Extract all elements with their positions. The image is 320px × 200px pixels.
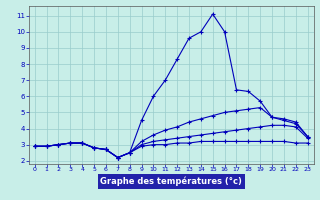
X-axis label: Graphe des températures (°c): Graphe des températures (°c) bbox=[100, 177, 242, 186]
